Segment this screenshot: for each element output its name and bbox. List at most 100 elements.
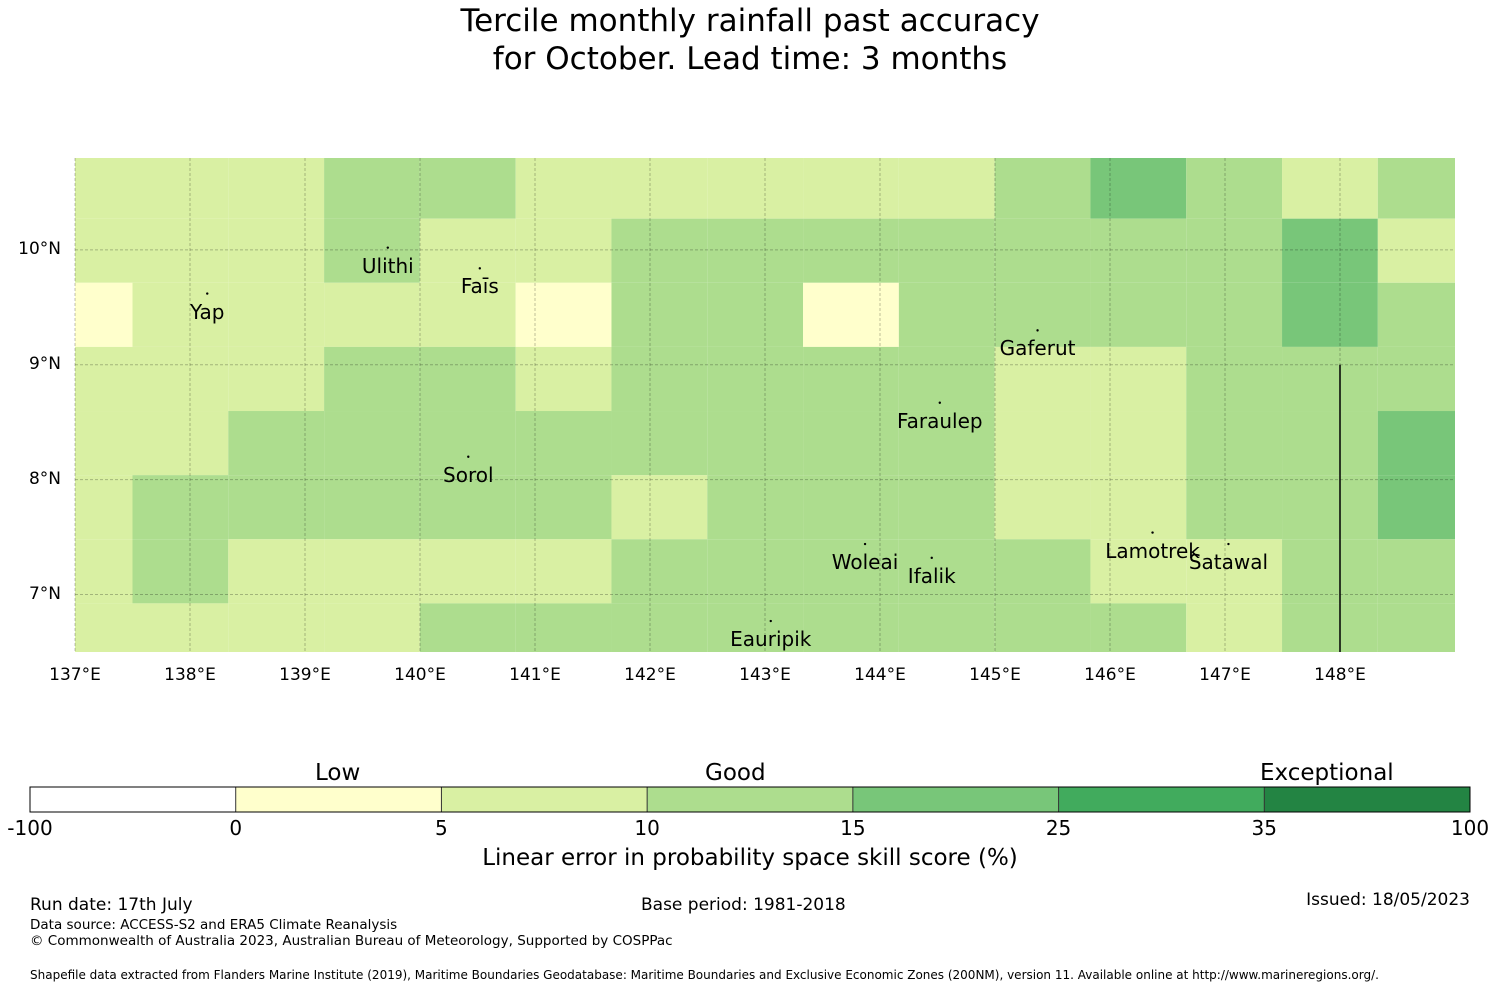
grid-cell: [611, 346, 708, 412]
grid-cell: [75, 411, 133, 476]
x-tick-label: 142°E: [624, 665, 676, 685]
grid-cell: [1282, 411, 1378, 476]
island-marker: [930, 556, 933, 560]
island-marker: [386, 246, 389, 249]
grid-cell: [803, 218, 899, 283]
grid-cell: [898, 475, 995, 540]
colorbar-segment: [852, 787, 1059, 812]
grid-cell: [419, 539, 516, 604]
island-marker: [1151, 531, 1154, 534]
grid-cell: [324, 603, 420, 652]
grid-cell: [611, 475, 708, 540]
grid-cell: [803, 346, 899, 412]
island-marker: [1227, 542, 1230, 546]
grid-cell: [419, 346, 516, 412]
grid-cell: [419, 603, 516, 652]
x-tick-label: 141°E: [509, 665, 561, 685]
grid-cell: [994, 346, 1091, 412]
grid-cell: [515, 158, 612, 219]
grid-cell: [994, 475, 1091, 540]
colorbar-tick-label: 15: [840, 816, 866, 840]
grid-cell: [515, 218, 612, 283]
island-marker: [938, 401, 941, 404]
grid-cell: [898, 346, 995, 412]
graticule: [74, 158, 1455, 652]
grid-cell: [515, 539, 612, 604]
grid-cell: [132, 603, 229, 652]
colorbar-tick-label: -100: [7, 816, 53, 840]
grid-cell: [1282, 346, 1378, 412]
grid-cell: [419, 475, 516, 540]
y-tick-label: 10°N: [18, 238, 61, 259]
grid-cell: [132, 218, 229, 283]
grid-cell: [1282, 218, 1378, 283]
grid-cell: [994, 603, 1091, 652]
grid-cell: [1377, 346, 1455, 412]
grid-cell: [1090, 475, 1187, 540]
grid-cell: [419, 411, 516, 476]
island-label: Gaferut: [999, 336, 1076, 361]
colorbar-segment: [30, 787, 236, 812]
grid-cell: [898, 218, 995, 283]
y-tick-label: 9°N: [28, 353, 61, 374]
colorbar-segment: [235, 787, 442, 812]
grid-cell: [1186, 218, 1283, 283]
x-tick-label: 148°E: [1314, 665, 1366, 685]
colorbar-tick-label: 35: [1251, 816, 1278, 840]
grid-cell: [994, 218, 1091, 283]
grid-cell: [707, 218, 804, 283]
colorbar-tick-label: 25: [1045, 816, 1072, 840]
grid-cell: [611, 158, 708, 219]
grid-cell: [1090, 218, 1187, 283]
x-tick-label: 138°E: [164, 665, 216, 685]
grid-cell: [1186, 346, 1283, 412]
grid-cell: [1282, 475, 1378, 540]
grid-cell: [132, 158, 229, 219]
colorbar-segment: [647, 787, 853, 812]
grid-cell: [132, 475, 229, 540]
island-label: Faraulep: [896, 408, 983, 433]
island-label: Lamotrek: [1105, 538, 1200, 563]
grid-cell: [228, 475, 325, 540]
grid-cell: [707, 539, 804, 604]
island-label: Faīs: [460, 274, 499, 299]
grid-cell: [611, 411, 708, 476]
grid-cell: [515, 282, 612, 347]
island-marker: [769, 619, 772, 623]
data-source: Data source: ACCESS-S2 and ERA5 Climate …: [30, 917, 398, 933]
colorbar-segment: [1058, 787, 1265, 812]
y-tick-label: 8°N: [28, 468, 61, 489]
grid-cell: [1090, 603, 1187, 652]
colorbar-category-good: Good: [705, 760, 766, 786]
grid-cell: [132, 282, 229, 347]
grid-cell: [515, 603, 612, 652]
island-marker: [478, 267, 481, 270]
colorbar-segment: [1264, 787, 1470, 812]
grid-cell: [707, 158, 804, 219]
grid-cell: [75, 475, 133, 540]
grid-cell: [707, 475, 804, 540]
colorbar-tick-label: 100: [1450, 816, 1490, 840]
colorbar-tick-label: 0: [229, 816, 243, 840]
grid-cell: [898, 158, 995, 219]
grid-cell: [132, 411, 229, 476]
island-markers: [206, 246, 1230, 623]
colorbar-label: Linear error in probability space skill …: [482, 845, 1018, 871]
grid-cell: [1186, 475, 1283, 540]
grid-cell: [228, 539, 325, 604]
grid-cell: [707, 411, 804, 476]
island-label: Ifalik: [907, 563, 956, 588]
grid-cell: [898, 603, 995, 652]
grid-cell: [803, 603, 899, 652]
colorbar-tick-label: 10: [634, 816, 660, 840]
x-tick-label: 140°E: [394, 665, 446, 685]
grid-cell: [228, 411, 325, 476]
grid-cell: [611, 603, 708, 652]
grid-cell: [75, 603, 133, 652]
grid-cell: [803, 539, 899, 604]
grid-cell: [228, 603, 325, 652]
grid-cell: [1186, 158, 1283, 219]
base-period: Base period: 1981-2018: [641, 895, 846, 915]
grid-cell: [803, 475, 899, 540]
grid-cell: [707, 603, 804, 652]
